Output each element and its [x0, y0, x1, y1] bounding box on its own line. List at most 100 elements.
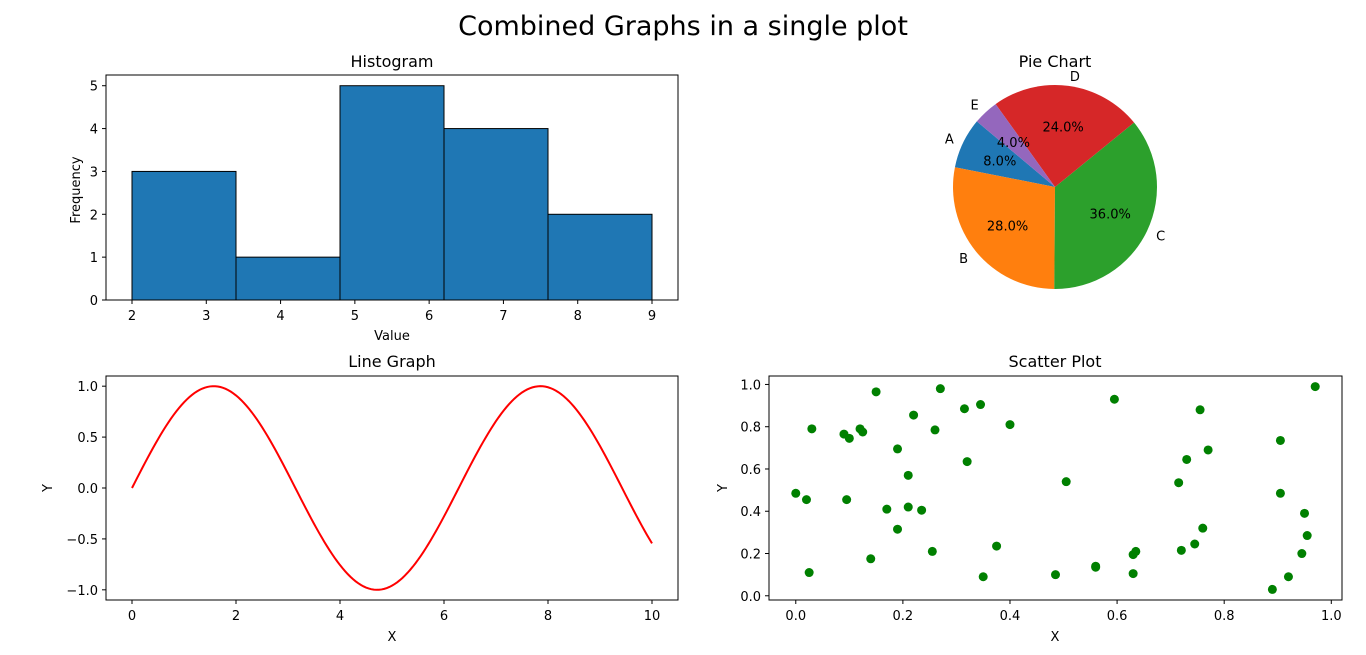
scatter-point [893, 444, 903, 454]
scatter-point [893, 524, 903, 534]
histogram-title: Histogram [351, 52, 434, 71]
scatter-point [1310, 382, 1320, 392]
scatter-point [1297, 549, 1307, 559]
scatter-point [917, 505, 927, 515]
line-axes-frame [105, 375, 679, 601]
pie-pct-label: 28.0% [987, 220, 1028, 235]
histogram-ytick-label: 5 [90, 80, 98, 95]
line-xtick-label: 0 [128, 609, 136, 624]
scatter-point [927, 546, 937, 556]
scatter-point [858, 427, 868, 437]
histogram-xtick-label: 2 [128, 309, 136, 324]
pie-pct-label: 8.0% [983, 155, 1016, 170]
histogram-bars [131, 85, 653, 301]
pie-pct-label: 36.0% [1090, 207, 1131, 222]
scatter-ytick-label: 1.0 [740, 378, 761, 393]
scatter-xtick-label: 0.8 [1214, 609, 1235, 624]
line-ticks: 0 2 4 6 8 10 −1.0 −0.5 0.0 0.5 1.0 [66, 380, 660, 624]
histogram-xtick-label: 6 [425, 309, 433, 324]
scatter-point [801, 495, 811, 505]
scatter-point [1203, 445, 1213, 455]
scatter-point [1190, 539, 1200, 549]
scatter-ticks: 0.0 0.2 0.4 0.6 0.8 1.0 0.0 0.2 0.4 0.6 0.8 1.0 [740, 378, 1341, 624]
line-ytick-label: 1.0 [77, 380, 98, 395]
scatter-ytick-label: 0.4 [740, 505, 761, 520]
histogram-bar [339, 85, 445, 301]
scatter-point [1182, 454, 1192, 464]
scatter-axes-frame [768, 375, 1343, 601]
line-panel: Line Graph 0 2 4 6 8 10 −1.0 −0.5 0.0 0.5 1.0 X Y [41, 352, 679, 645]
scatter-point [1198, 523, 1208, 533]
pie-slice-d [995, 85, 1135, 187]
pie-slice-e [976, 104, 1055, 187]
histogram-bar [235, 256, 341, 301]
scatter-xlabel: X [1051, 630, 1060, 645]
scatter-point [909, 410, 919, 420]
pie-slices: A 8.0% B 28.0% C 36.0% D 24.0% E 4.0% [945, 70, 1165, 289]
line-ylabel: Y [41, 484, 56, 493]
line-xlabel: X [388, 630, 397, 645]
scatter-point [842, 495, 852, 505]
scatter-title: Scatter Plot [1009, 352, 1102, 371]
pie-pct-label: 24.0% [1042, 120, 1083, 135]
scatter-point [935, 384, 945, 394]
scatter-point [1174, 478, 1184, 488]
pie-slice-label: C [1156, 229, 1165, 244]
scatter-point [903, 502, 913, 512]
histogram-xtick-label: 4 [276, 309, 284, 324]
scatter-point [807, 424, 817, 434]
scatter-ytick-label: 0.2 [740, 548, 761, 563]
histogram-ytick-label: 1 [90, 251, 98, 266]
scatter-point [976, 400, 986, 410]
scatter-point [804, 568, 814, 578]
pie-slice-a [954, 121, 1055, 187]
pie-slice-c [1054, 122, 1157, 289]
line-xtick-label: 2 [232, 609, 240, 624]
line-series-sin [131, 385, 653, 591]
pie-panel: Pie Chart A 8.0% B 28.0% C 36.0% D 24.0% E 4.0% [945, 52, 1165, 289]
scatter-point [903, 470, 913, 480]
line-ytick-label: −1.0 [66, 584, 98, 599]
scatter-xtick-label: 0.0 [785, 609, 806, 624]
histogram-bar [131, 170, 237, 301]
line-xtick-label: 10 [644, 609, 661, 624]
scatter-point [1275, 488, 1285, 498]
scatter-point [930, 425, 940, 435]
histogram-ytick-label: 2 [90, 208, 98, 223]
histogram-xtick-label: 9 [648, 309, 656, 324]
scatter-point [1283, 572, 1293, 582]
scatter-xtick-label: 0.2 [893, 609, 914, 624]
pie-slice-label: B [959, 252, 968, 267]
histogram-bar [547, 213, 653, 301]
scatter-xtick-label: 0.6 [1107, 609, 1128, 624]
scatter-points [791, 382, 1320, 594]
histogram-xtick-label: 3 [202, 309, 210, 324]
line-xtick-label: 6 [440, 609, 448, 624]
pie-title: Pie Chart [1019, 52, 1092, 71]
line-xtick-label: 4 [336, 609, 344, 624]
histogram-bar [443, 128, 549, 301]
scatter-xtick-label: 0.4 [1000, 609, 1021, 624]
pie-slice-b [953, 167, 1055, 289]
scatter-point [1109, 394, 1119, 404]
scatter-point [1195, 405, 1205, 415]
line-ytick-label: −0.5 [66, 533, 98, 548]
histogram-ytick-label: 0 [90, 294, 98, 309]
scatter-point [866, 554, 876, 564]
scatter-point [1128, 569, 1138, 579]
line-ytick-label: 0.5 [77, 431, 98, 446]
histogram-axes-frame [105, 74, 679, 301]
pie-slice-label: D [1070, 70, 1080, 85]
figure-suptitle: Combined Graphs in a single plot [458, 11, 908, 42]
scatter-panel: Scatter Plot 0.0 0.2 0.4 0.6 0.8 1.0 0.0 0.2 0.4… [716, 352, 1343, 645]
line-ytick-label: 0.0 [77, 482, 98, 497]
scatter-point [1051, 570, 1060, 580]
scatter-point [1005, 420, 1015, 430]
scatter-point [1267, 584, 1277, 594]
line-title: Line Graph [348, 352, 436, 371]
scatter-ylabel: Y [716, 484, 731, 493]
scatter-point [962, 457, 972, 467]
scatter-ytick-label: 0.0 [740, 590, 761, 605]
scatter-point [992, 541, 1002, 551]
scatter-point [844, 433, 854, 443]
